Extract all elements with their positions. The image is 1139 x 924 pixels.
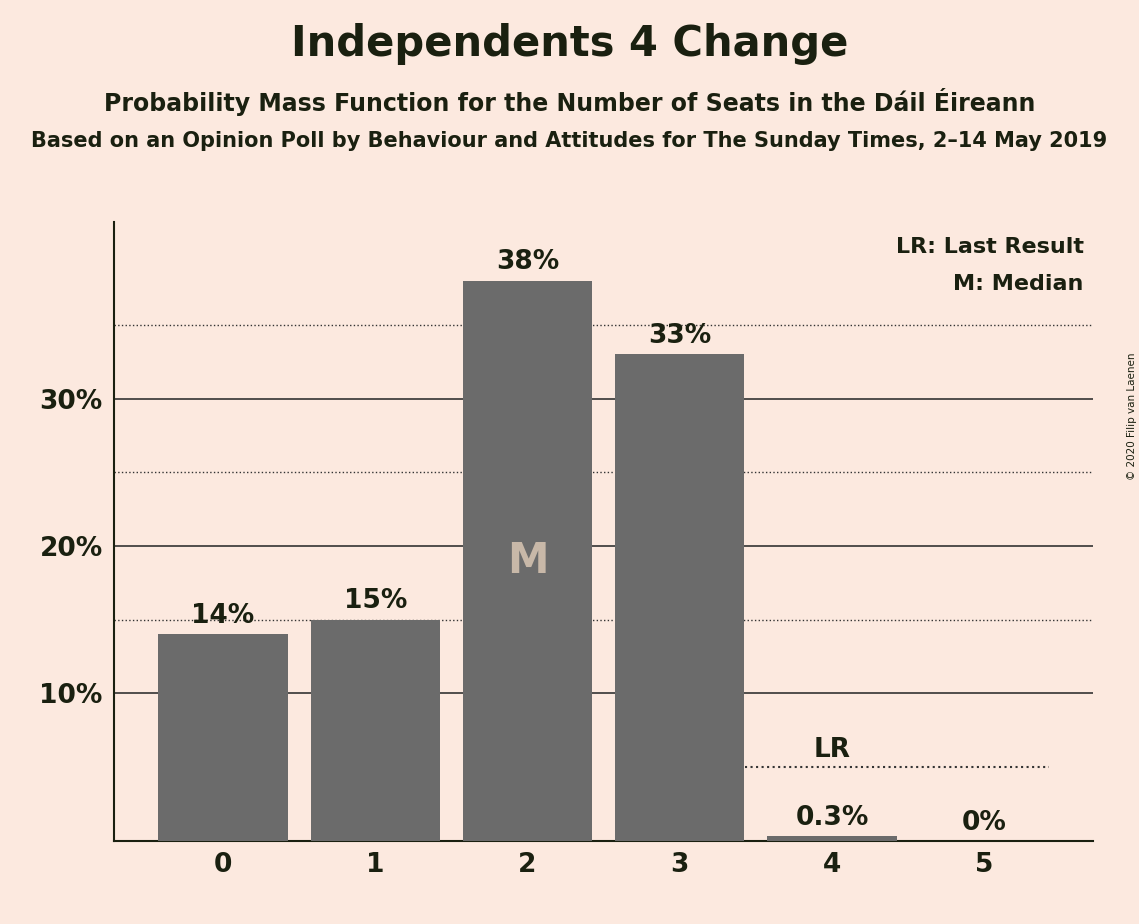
Bar [311,620,440,841]
Text: LR: Last Result: LR: Last Result [895,237,1083,257]
Text: M: M [507,540,548,582]
Text: 15%: 15% [344,588,407,614]
Bar [462,281,592,841]
Text: Independents 4 Change: Independents 4 Change [290,23,849,65]
Text: © 2020 Filip van Laenen: © 2020 Filip van Laenen [1126,352,1137,480]
Text: Based on an Opinion Poll by Behaviour and Attitudes for The Sunday Times, 2–14 M: Based on an Opinion Poll by Behaviour an… [32,131,1107,152]
Bar [768,836,896,841]
Text: 0.3%: 0.3% [795,805,869,831]
Text: LR: LR [813,736,851,762]
Text: 33%: 33% [648,322,712,348]
Text: 14%: 14% [191,602,255,628]
Text: 0%: 0% [961,810,1007,836]
Text: Probability Mass Function for the Number of Seats in the Dáil Éireann: Probability Mass Function for the Number… [104,88,1035,116]
Bar [158,635,288,841]
Text: M: Median: M: Median [953,274,1083,295]
Text: 38%: 38% [495,249,559,274]
Bar [615,355,745,841]
